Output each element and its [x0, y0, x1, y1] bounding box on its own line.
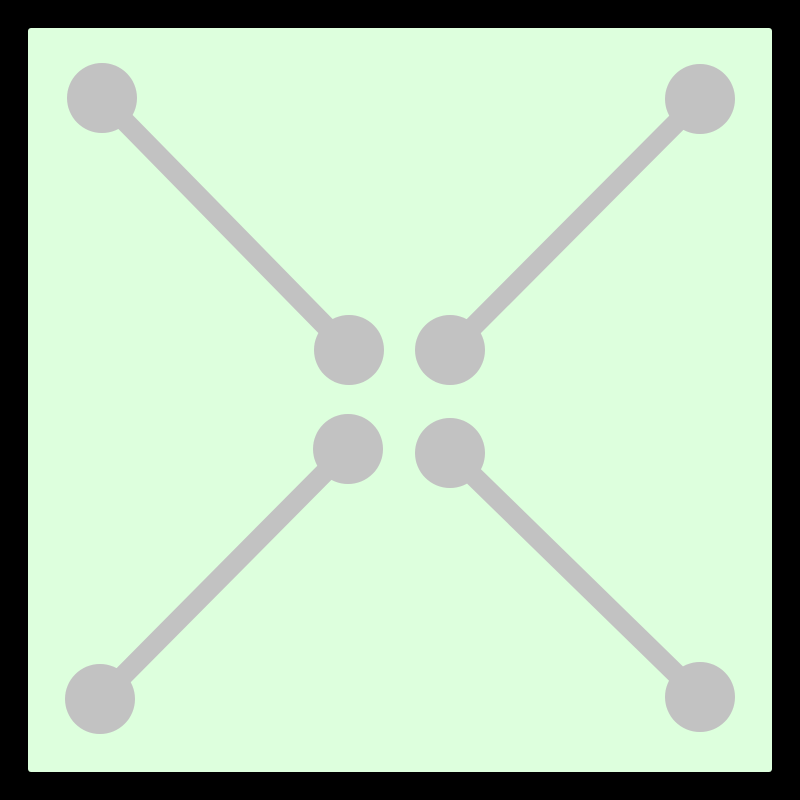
node-bottom-left-inner[interactable]: [313, 414, 383, 484]
node-bottom-right-inner[interactable]: [415, 418, 485, 488]
edge-bottom-left: [90, 439, 358, 709]
node-top-left-outer[interactable]: [67, 63, 137, 133]
node-top-right-outer[interactable]: [665, 64, 735, 134]
edge-top-left: [92, 88, 359, 360]
node-top-left-inner[interactable]: [314, 315, 384, 385]
edge-top-right: [440, 89, 710, 360]
node-top-right-inner[interactable]: [415, 315, 485, 385]
edge-bottom-right: [440, 443, 710, 707]
node-bottom-left-outer[interactable]: [65, 664, 135, 734]
node-bottom-right-outer[interactable]: [665, 662, 735, 732]
